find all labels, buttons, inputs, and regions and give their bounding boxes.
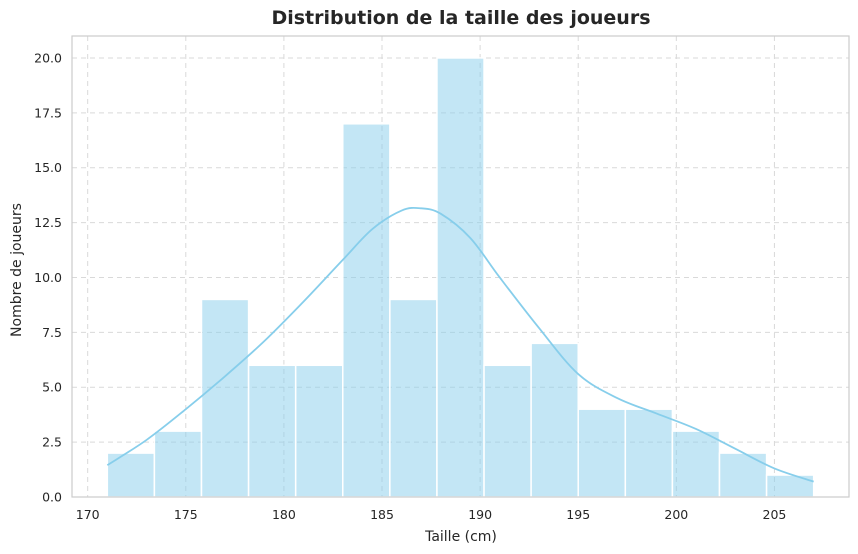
y-tick-label: 10.0 (34, 270, 62, 285)
x-tick-label: 170 (76, 507, 100, 522)
y-tick-label: 20.0 (34, 50, 62, 65)
x-tick-labels: 170 175 180 185 190 195 200 205 (76, 507, 787, 522)
histogram-bar (577, 408, 627, 498)
y-tick-label: 17.5 (34, 105, 62, 120)
y-tick-label: 0.0 (42, 490, 62, 505)
histogram-bar (389, 298, 438, 498)
histogram-bar (106, 452, 156, 498)
plot-frame (71, 35, 850, 498)
y-tick-label: 5.0 (42, 380, 62, 395)
x-tick-label: 180 (272, 507, 296, 522)
y-tick-labels: 0.0 2.5 5.0 7.5 10.0 12.5 15.0 17.5 20.0 (34, 50, 62, 504)
histogram-bar (200, 298, 250, 498)
histogram-bar (624, 408, 674, 498)
x-tick-label: 175 (174, 507, 198, 522)
histogram-bar (436, 57, 485, 498)
plot-border (71, 35, 850, 498)
histogram-bar (765, 474, 815, 498)
x-axis-label: Taille (cm) (424, 529, 497, 545)
kde-line (106, 206, 814, 483)
y-tick-label: 12.5 (34, 215, 62, 230)
y-tick-label: 2.5 (42, 435, 62, 450)
chart-title: Distribution de la taille des joueurs (271, 7, 650, 29)
histogram-bar (153, 430, 203, 498)
histogram-bar (342, 123, 391, 498)
y-axis-label: Nombre de joueurs (9, 203, 25, 337)
x-tick-label: 200 (664, 507, 688, 522)
y-tick-label: 15.0 (34, 160, 62, 175)
x-tick-label: 185 (370, 507, 394, 522)
histogram-bar (247, 364, 297, 498)
y-tick-label: 7.5 (42, 325, 62, 340)
kde-curve-group (106, 206, 814, 483)
x-tick-label: 190 (468, 507, 492, 522)
histogram-bar (483, 364, 532, 498)
histogram-bar (530, 342, 579, 498)
x-tick-label: 195 (566, 507, 590, 522)
x-tick-label: 205 (763, 507, 787, 522)
histogram-bar (294, 364, 344, 498)
histogram-bar (671, 430, 721, 498)
histogram-bar (718, 452, 768, 498)
histogram-bars (106, 57, 815, 498)
